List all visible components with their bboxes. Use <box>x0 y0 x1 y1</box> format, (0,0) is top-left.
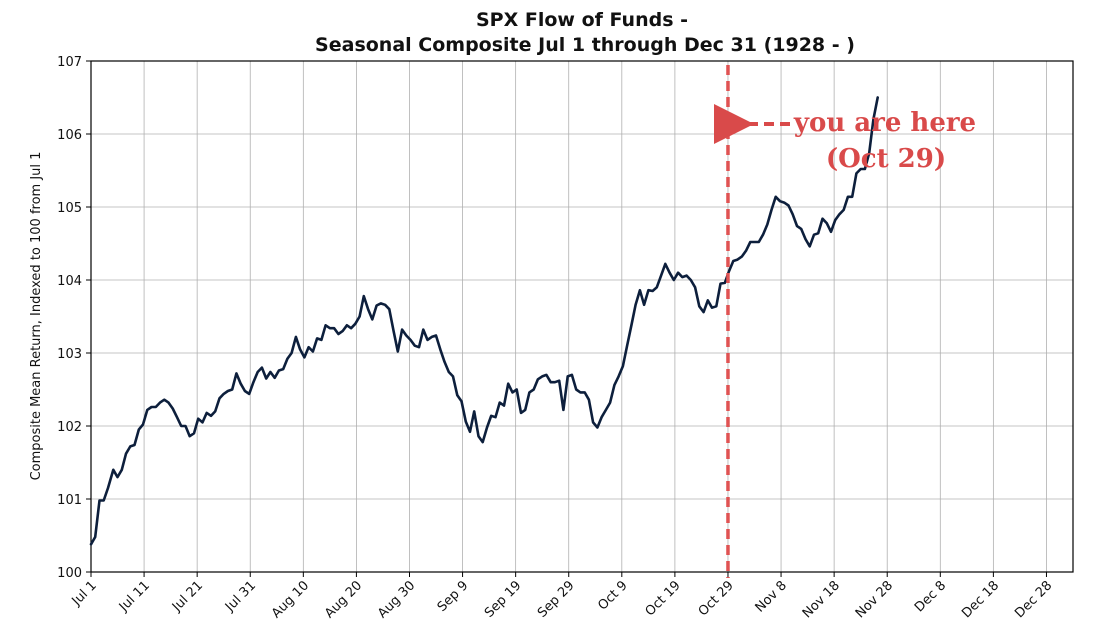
x-tick-label-10: Oct 9 <box>595 578 630 613</box>
x-tick-label-16: Dec 8 <box>912 578 949 615</box>
x-tick-label-11: Oct 19 <box>643 578 684 619</box>
y-tick-label-101: 101 <box>57 493 82 508</box>
x-tick-label-4: Aug 10 <box>269 578 312 621</box>
x-tick-label-9: Sep 29 <box>535 578 578 621</box>
y-tick-label-103: 103 <box>57 347 82 362</box>
x-tick-label-15: Nov 28 <box>853 578 896 621</box>
y-tick-label-102: 102 <box>57 420 82 435</box>
x-tick-label-5: Aug 20 <box>322 578 365 621</box>
x-tick-label-17: Dec 18 <box>959 578 1002 621</box>
y-tick-label-106: 106 <box>57 128 82 143</box>
y-tick-label-107: 107 <box>57 55 82 70</box>
y-axis-ticks: 100 101 102 103 104 105 106 107 <box>57 55 91 581</box>
x-tick-label-7: Sep 9 <box>435 578 472 615</box>
annotation-label-you-are-here: you are here <box>793 108 976 138</box>
x-tick-label-12: Oct 29 <box>696 578 737 619</box>
x-tick-label-1: Jul 11 <box>116 578 153 615</box>
x-tick-label-6: Aug 30 <box>375 578 418 621</box>
x-tick-label-13: Nov 8 <box>753 578 790 615</box>
x-tick-label-8: Sep 19 <box>482 578 525 621</box>
grid-lines <box>90 60 1073 573</box>
y-tick-label-105: 105 <box>57 201 82 216</box>
x-tick-label-18: Dec 28 <box>1012 578 1055 621</box>
y-tick-label-100: 100 <box>57 566 82 581</box>
chart-title: SPX Flow of Funds - <box>476 9 688 31</box>
x-axis-ticks: Jul 1 Jul 11 Jul 21 Jul 31 Aug 10 Aug 20 Aug 3… <box>69 572 1055 621</box>
plot-frame <box>90 60 1074 573</box>
x-tick-label-3: Jul 31 <box>222 578 259 615</box>
x-tick-label-2: Jul 21 <box>169 578 206 615</box>
series-line-seasonal-composite <box>89 96 879 546</box>
y-axis-label: Composite Mean Return, Indexed to 100 fr… <box>29 152 44 481</box>
y-tick-label-104: 104 <box>57 274 82 289</box>
x-tick-label-14: Nov 18 <box>800 578 843 621</box>
annotation-label-date: (Oct 29) <box>826 144 946 174</box>
x-tick-label-0: Jul 1 <box>69 578 100 609</box>
chart-subtitle: Seasonal Composite Jul 1 through Dec 31 … <box>315 34 855 56</box>
